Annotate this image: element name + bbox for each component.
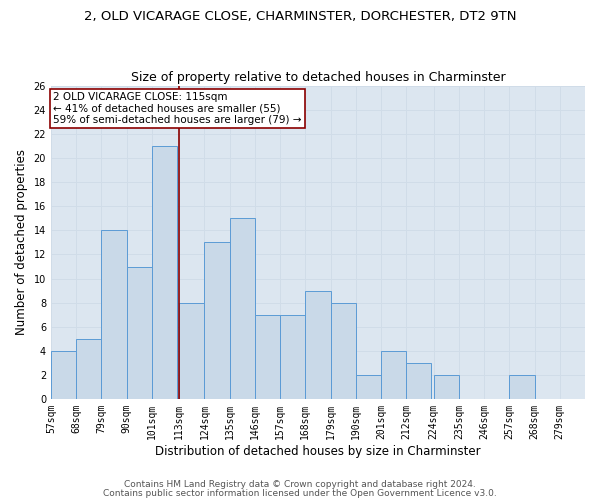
Text: 2 OLD VICARAGE CLOSE: 115sqm
← 41% of detached houses are smaller (55)
59% of se: 2 OLD VICARAGE CLOSE: 115sqm ← 41% of de… (53, 92, 302, 126)
Bar (280, 314, 305, 399)
Bar (76, 338, 101, 399)
Text: 2, OLD VICARAGE CLOSE, CHARMINSTER, DORCHESTER, DT2 9TN: 2, OLD VICARAGE CLOSE, CHARMINSTER, DORC… (84, 10, 516, 23)
Bar (509, 375, 535, 399)
Bar (255, 314, 280, 399)
Bar (406, 362, 431, 399)
Title: Size of property relative to detached houses in Charminster: Size of property relative to detached ho… (131, 70, 505, 84)
Bar (51, 350, 76, 399)
X-axis label: Distribution of detached houses by size in Charminster: Distribution of detached houses by size … (155, 444, 481, 458)
Bar (434, 375, 459, 399)
Bar (152, 146, 177, 399)
Bar (305, 290, 331, 399)
Bar (381, 350, 406, 399)
Text: Contains public sector information licensed under the Open Government Licence v3: Contains public sector information licen… (103, 490, 497, 498)
Y-axis label: Number of detached properties: Number of detached properties (15, 150, 28, 336)
Bar (127, 266, 152, 399)
Bar (356, 375, 381, 399)
Bar (179, 302, 205, 399)
Bar (230, 218, 255, 399)
Text: Contains HM Land Registry data © Crown copyright and database right 2024.: Contains HM Land Registry data © Crown c… (124, 480, 476, 489)
Bar (331, 302, 356, 399)
Bar (205, 242, 230, 399)
Bar (101, 230, 127, 399)
